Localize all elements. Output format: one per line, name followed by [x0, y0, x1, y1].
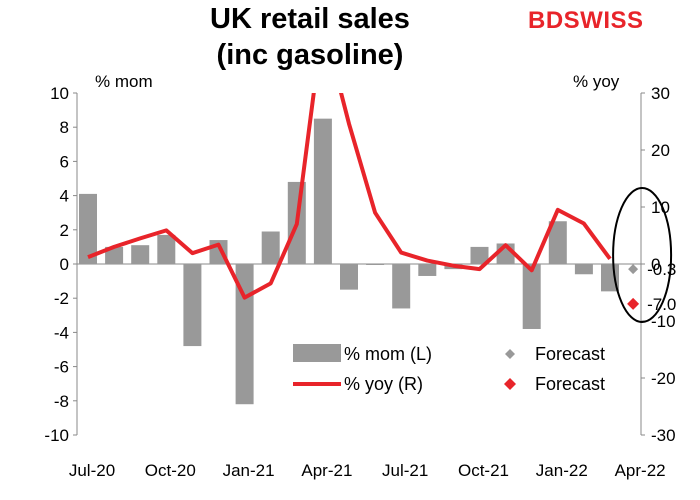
left-tick-label: 8: [60, 118, 69, 137]
legend-mom-swatch: [293, 344, 341, 362]
mom-bar: [235, 264, 254, 405]
x-tick-label: Jul-21: [382, 461, 428, 480]
legend-mom-label: % mom (L): [344, 344, 432, 364]
x-tick-label: Jan-22: [536, 461, 588, 480]
right-tick-label: 20: [651, 141, 670, 160]
legend-yoy-label: % yoy (R): [344, 374, 423, 394]
chart-title-line2: (inc gasoline): [216, 39, 404, 71]
brand-logo-suffix: SWISS: [563, 7, 644, 34]
right-tick-label: 30: [651, 84, 670, 103]
left-tick-label: 6: [60, 152, 69, 171]
forecast-highlight-ellipse: [612, 187, 673, 323]
legend-forecast-mom-swatch: [505, 349, 515, 359]
left-tick-label: 2: [60, 221, 69, 240]
right-tick-label: -30: [651, 426, 676, 445]
x-tick-label: Apr-21: [301, 461, 352, 480]
right-tick-label: -10: [651, 312, 676, 331]
right-axis-unit-label: % yoy: [573, 72, 620, 91]
left-tick-label: 0: [60, 255, 69, 274]
mom-bar: [392, 264, 411, 309]
mom-bar: [131, 245, 150, 264]
x-tick-label: Apr-22: [615, 461, 666, 480]
left-tick-label: -2: [54, 289, 69, 308]
mom-bar: [157, 234, 176, 264]
left-tick-label: -10: [44, 426, 69, 445]
left-tick-label: -4: [54, 323, 69, 342]
mom-bar: [548, 221, 567, 264]
mom-bar: [261, 231, 280, 264]
x-tick-label: Oct-20: [145, 461, 196, 480]
chart-title-line1: UK retail sales: [210, 3, 410, 35]
mom-bar: [105, 246, 124, 264]
right-tick-label: -20: [651, 369, 676, 388]
mom-bar: [418, 264, 437, 276]
mom-bar: [79, 193, 97, 264]
mom-bar: [313, 118, 332, 265]
mom-bar: [574, 264, 593, 275]
x-tick-label: Oct-21: [458, 461, 509, 480]
left-tick-label: -6: [54, 358, 69, 377]
right-tick-label: 0: [651, 255, 660, 274]
mom-bar: [183, 264, 202, 347]
mom-bar: [366, 264, 385, 265]
left-axis-unit-label: % mom: [95, 72, 153, 91]
legend-forecast-yoy-swatch: [504, 378, 516, 390]
forecast-yoy-point: [627, 297, 640, 310]
brand-logo-prefix: BD: [528, 7, 564, 34]
left-tick-label: 10: [50, 84, 69, 103]
mom-bar: [470, 246, 489, 264]
forecast-mom-point: [628, 264, 639, 275]
forecast-mom-label: -0.3: [647, 260, 676, 279]
legend-forecast-mom-label: Forecast: [535, 344, 605, 364]
left-tick-label: 4: [60, 187, 69, 206]
legend-forecast-yoy-label: Forecast: [535, 374, 605, 394]
right-tick-label: 10: [651, 198, 670, 217]
brand-logo: BDSWISS: [528, 7, 644, 35]
mom-bar: [522, 264, 541, 329]
mom-bar: [340, 264, 358, 290]
x-tick-label: Jan-21: [223, 461, 275, 480]
x-tick-label: Jul-20: [69, 461, 115, 480]
yoy-line: [87, 93, 612, 300]
left-tick-label: -8: [54, 392, 69, 411]
